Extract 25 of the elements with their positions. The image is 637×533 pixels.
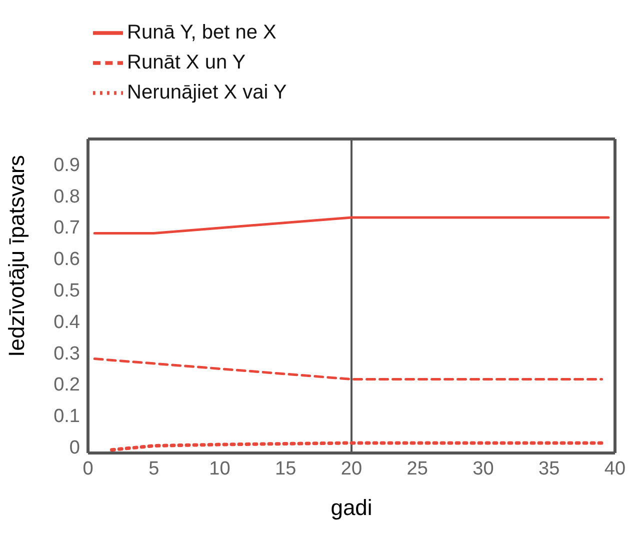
y-tick-label: 0.7: [54, 218, 80, 239]
x-tick-label: 35: [538, 458, 560, 480]
y-tick-label: 0: [69, 437, 80, 458]
y-axis-title: Iedzīvotāju īpatsvars: [4, 155, 29, 357]
y-tick-label: 0.9: [54, 154, 80, 176]
legend-label: Runā Y, bet ne X: [127, 21, 276, 44]
x-tick-label: 40: [604, 458, 626, 480]
x-tick-label: 30: [472, 458, 494, 480]
y-tick-label: 0.2: [54, 374, 80, 396]
y-tick-label: 0.3: [54, 343, 80, 364]
y-tick-label: 0.1: [54, 406, 80, 428]
x-tick-label: 10: [209, 458, 230, 480]
x-tick-label: 20: [340, 458, 362, 480]
legend-label: Runāt X un Y: [127, 51, 246, 74]
x-tick-label: 25: [406, 458, 428, 480]
legend-label: Nerunājiet X vai Y: [127, 81, 287, 104]
y-tick-label: 0.6: [54, 249, 80, 270]
x-tick-label: 5: [148, 458, 160, 480]
y-tick-label: 0.4: [54, 312, 80, 333]
y-tick-label: 0.5: [54, 280, 80, 302]
x-tick-label: 15: [275, 458, 296, 480]
line-series: [110, 441, 604, 452]
x-axis-title: gadi: [330, 495, 372, 520]
x-tick-label: 0: [82, 458, 94, 480]
y-tick-label: 0.8: [54, 186, 80, 208]
